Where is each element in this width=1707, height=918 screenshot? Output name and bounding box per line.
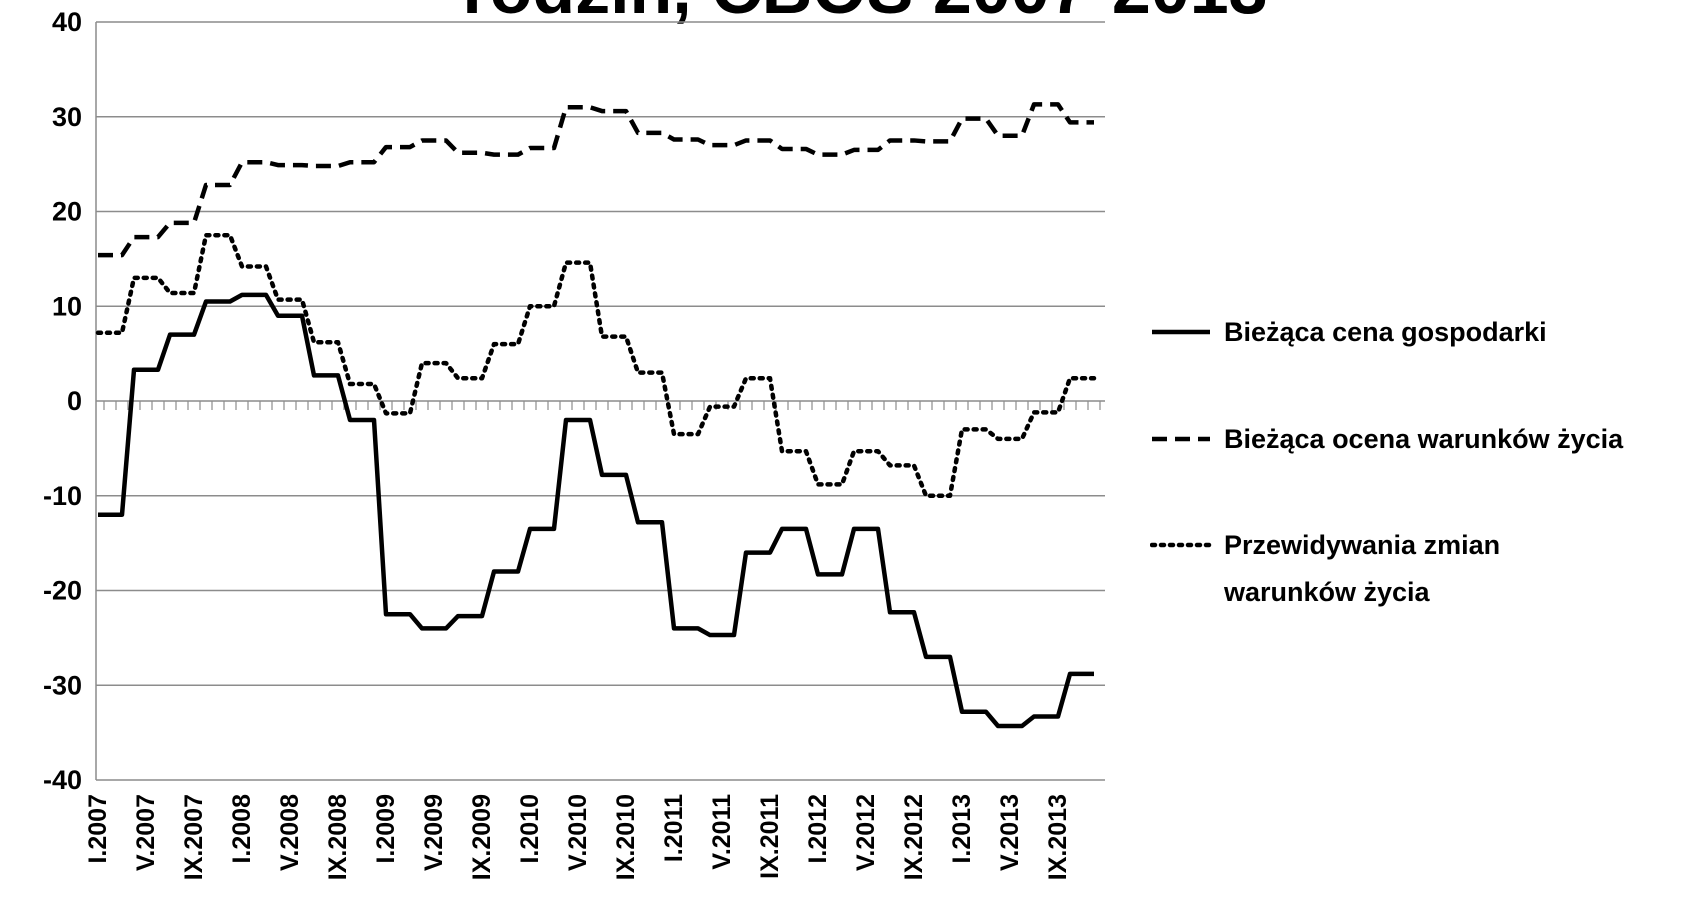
y-tick-label: 40 (52, 7, 82, 37)
x-tick-label: I.2008 (228, 794, 256, 864)
legend-swatch (1150, 542, 1212, 548)
legend-swatch (1152, 329, 1210, 335)
y-tick-label: 0 (67, 386, 82, 416)
x-tick-label: I.2012 (804, 794, 832, 864)
x-tick-label: V.2012 (852, 794, 880, 871)
x-tick-label: V.2007 (132, 794, 160, 871)
legend-item: Bieżąca cena gospodarki (1150, 309, 1547, 356)
x-tick-label: I.2007 (84, 794, 112, 864)
y-tick-label: 30 (52, 102, 82, 132)
legend-label: Bieżąca cena gospodarki (1224, 317, 1547, 347)
x-tick-label: I.2009 (372, 794, 400, 864)
x-tick-label: IX.2011 (756, 794, 784, 879)
series-line (98, 102, 1094, 258)
y-tick-label: -20 (43, 576, 82, 606)
series-line (98, 292, 1094, 729)
y-tick-label: -10 (43, 481, 82, 511)
x-tick-label: IX.2013 (1044, 794, 1072, 880)
legend-item: Bieżąca ocena warunków życia (1150, 416, 1623, 463)
x-tick-label: IX.2010 (612, 794, 640, 880)
x-tick-label: V.2013 (996, 794, 1024, 871)
y-tick-label: 20 (52, 197, 82, 227)
y-tick-label: -30 (43, 670, 82, 700)
legend-label: Przewidywania zmian warunków życia (1224, 530, 1501, 607)
y-tick-label: 10 (52, 291, 82, 321)
x-tick-label: V.2010 (564, 794, 592, 871)
x-tick-label: IX.2008 (324, 794, 352, 880)
x-tick-label: IX.2009 (468, 794, 496, 880)
x-tick-label: I.2011 (660, 794, 688, 862)
x-tick-label: I.2010 (516, 794, 544, 864)
x-tick-label: IX.2007 (180, 794, 208, 880)
y-tick-label: -40 (43, 765, 82, 795)
x-tick-label: IX.2012 (900, 794, 928, 880)
legend-label: Bieżąca ocena warunków życia (1224, 424, 1624, 454)
legend-item: Przewidywania zmian warunków życia (1150, 522, 1574, 616)
x-tick-label: I.2013 (948, 794, 976, 864)
legend-swatch (1152, 436, 1210, 442)
series-line (95, 232, 1097, 498)
x-tick-label: V.2011 (708, 794, 736, 870)
x-tick-label: V.2009 (420, 794, 448, 871)
x-tick-label: V.2008 (276, 794, 304, 871)
chart-title: rodzin, CBOS 2007-2013 (462, 0, 1267, 28)
